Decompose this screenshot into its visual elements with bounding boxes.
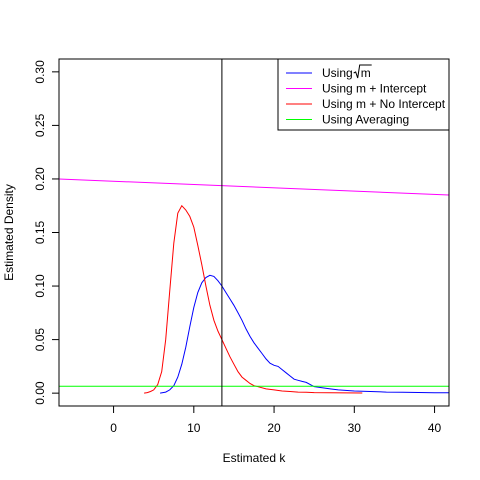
- y-tick-label: 0.25: [33, 113, 47, 137]
- y-tick-label: 0.10: [33, 274, 47, 298]
- y-tick-label: 0.20: [33, 167, 47, 191]
- x-tick-label: 20: [267, 421, 281, 435]
- legend-box: [277, 58, 450, 131]
- x-tick-label: 10: [187, 421, 201, 435]
- series-line-sqrt-m: [160, 274, 450, 394]
- series-line-no-intercept: [144, 204, 363, 394]
- y-tick-label: 0.05: [33, 328, 47, 352]
- y-tick-label: 0.15: [33, 220, 47, 244]
- data-layer: [58, 59, 450, 406]
- legend-label-radicand: m: [361, 66, 371, 80]
- legend-label-intercept: Using m + Intercept: [322, 82, 427, 96]
- y-axis: 0.00 0.05 0.10 0.15 0.20 0.25 0.30: [33, 60, 60, 405]
- legend-label-sqrt-m: Using: [322, 66, 353, 80]
- radical-sign-icon: [353, 64, 372, 79]
- x-tick-label: 30: [348, 421, 362, 435]
- series-line-intercept: [58, 178, 450, 196]
- x-tick-label: 40: [428, 421, 442, 435]
- x-axis: 0 10 20 30 40: [110, 405, 442, 435]
- x-tick-label: 0: [110, 421, 117, 435]
- legend-label-no-intercept: Using m + No Intercept: [322, 97, 446, 111]
- y-tick-label: 0.30: [33, 60, 47, 84]
- x-axis-title: Estimated k: [223, 451, 287, 465]
- legend-label-averaging: Using Averaging: [322, 113, 409, 127]
- y-axis-title: Estimated Density: [2, 184, 16, 281]
- y-tick-label: 0.00: [33, 381, 47, 405]
